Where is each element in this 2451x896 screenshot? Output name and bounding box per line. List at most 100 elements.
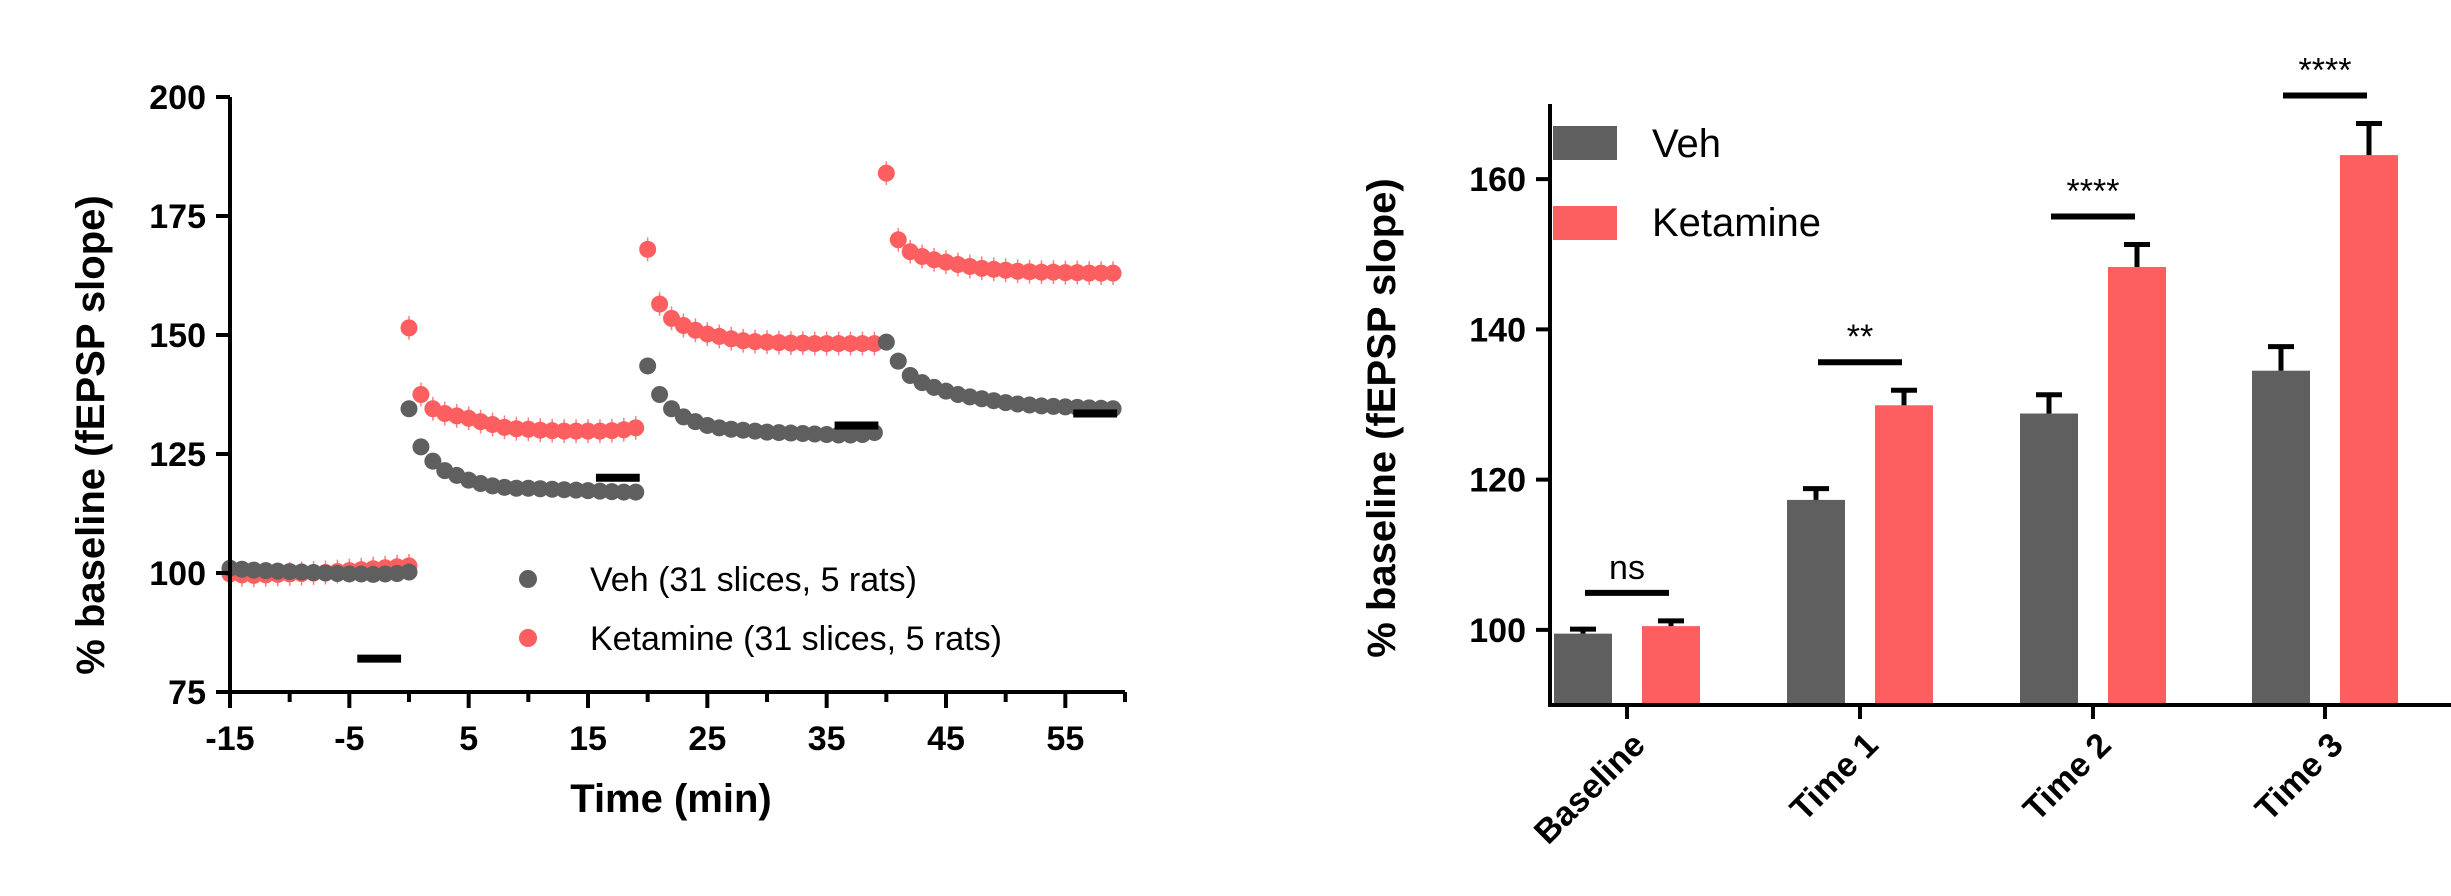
data-point-ketamine — [806, 335, 824, 353]
data-point-veh — [567, 481, 585, 499]
data-point-veh — [364, 565, 382, 583]
data-point-ketamine — [507, 420, 525, 438]
timecourse-x-tick-label: 15 — [569, 720, 607, 758]
bar-chart-legend: Veh Ketamine — [1553, 122, 1821, 245]
data-point-ketamine — [1044, 263, 1062, 281]
data-point-ketamine — [627, 419, 645, 437]
bar-veh — [1554, 633, 1612, 705]
data-point-veh — [293, 563, 311, 581]
data-point-veh — [328, 564, 346, 582]
significance-label: ** — [1847, 318, 1873, 356]
data-point-veh — [340, 565, 358, 583]
data-point-veh — [889, 352, 907, 370]
legend-swatch-veh — [1553, 126, 1617, 160]
data-point-ketamine — [531, 421, 549, 439]
legend-label-veh: Veh (31 slices, 5 rats) — [590, 561, 917, 599]
timecourse-x-tick-label: 45 — [927, 720, 965, 758]
data-point-ketamine — [591, 422, 609, 440]
data-point-ketamine — [746, 333, 764, 351]
data-point-veh — [400, 563, 418, 581]
data-point-veh — [794, 425, 812, 443]
bar-chart-y-tick-label: 100 — [1469, 612, 1526, 650]
timecourse-x-tick-label: 5 — [459, 720, 478, 758]
timecourse-x-tick-label: 35 — [808, 720, 846, 758]
data-point-veh — [627, 483, 645, 501]
legend-label-ketamine-bars: Ketamine — [1652, 201, 1821, 245]
legend-swatch-ketamine — [1553, 206, 1617, 240]
data-point-veh — [639, 357, 657, 375]
data-point-veh — [818, 425, 836, 443]
timecourse-y-tick-label: 75 — [168, 674, 206, 712]
timecourse-y-tick-label: 125 — [149, 436, 206, 474]
bar-chart-x-tick-label: Baseline — [1527, 726, 1653, 852]
data-point-veh — [842, 426, 860, 444]
timecourse-x-ticks: -15 -5 5 15 25 35 45 55 — [205, 692, 1127, 758]
bar-chart-y-axis-title: % baseline (fEPSP slope) — [1360, 178, 1404, 657]
data-point-ketamine — [877, 164, 895, 182]
legend-label-veh-bars: Veh — [1652, 122, 1721, 166]
timecourse-x-tick-label: -15 — [205, 720, 254, 758]
data-point-ketamine — [1021, 263, 1039, 281]
bar-chart-x-tick-label: Time 2 — [2016, 726, 2119, 829]
timecourse-error-bars — [229, 161, 1114, 588]
timecourse-chart: 75 100 125 150 175 200 -15 -5 5 15 25 35 45 55 Time … — [69, 79, 1127, 821]
data-point-veh — [305, 564, 323, 582]
data-point-veh — [352, 565, 370, 583]
bar-chart-bars — [1554, 121, 2398, 705]
data-point-veh — [400, 400, 418, 418]
data-point-veh — [257, 562, 275, 580]
data-point-ketamine — [567, 422, 585, 440]
timecourse-analysis-bars — [357, 409, 1118, 663]
data-point-veh — [376, 565, 394, 583]
bar-chart-y-ticks: 100 120 140 160 — [1469, 161, 1550, 650]
data-point-ketamine — [579, 422, 597, 440]
data-point-ketamine — [543, 422, 561, 440]
data-point-ketamine — [830, 335, 848, 353]
bar-ketamine — [1875, 405, 1933, 705]
data-point-veh — [770, 424, 788, 442]
significance-label: ns — [1609, 549, 1645, 587]
timecourse-x-tick-label: 55 — [1046, 720, 1084, 758]
timecourse-x-tick-label: -5 — [334, 720, 364, 758]
data-point-ketamine — [794, 334, 812, 352]
data-point-ketamine — [818, 335, 836, 353]
data-point-veh — [806, 425, 824, 443]
timecourse-y-ticks: 75 100 125 150 175 200 — [149, 79, 230, 712]
timecourse-y-axis-title: % baseline (fEPSP slope) — [69, 195, 113, 674]
timecourse-y-tick-label: 200 — [149, 79, 206, 117]
bar-veh — [2252, 370, 2310, 705]
data-point-ketamine — [400, 319, 418, 337]
bar-chart-x-tick-label: Time 1 — [1783, 726, 1886, 829]
data-point-ketamine — [842, 335, 860, 353]
data-point-veh — [424, 452, 442, 470]
data-point-veh — [245, 561, 263, 579]
timecourse-y-tick-label: 175 — [149, 198, 206, 236]
legend-marker-ketamine — [519, 629, 537, 647]
data-point-veh — [316, 564, 334, 582]
bar-chart-y-tick-label: 160 — [1469, 161, 1526, 199]
bar-chart-y-tick-label: 140 — [1469, 311, 1526, 349]
data-point-veh — [603, 483, 621, 501]
data-point-veh — [507, 479, 525, 497]
data-point-ketamine — [1009, 262, 1027, 280]
data-point-veh — [543, 480, 561, 498]
data-point-veh — [531, 480, 549, 498]
timecourse-axes — [228, 97, 1125, 694]
data-point-ketamine — [1104, 264, 1122, 282]
data-point-veh — [1044, 397, 1062, 415]
legend-marker-veh — [519, 570, 537, 588]
bar-chart-axes — [1548, 104, 2451, 707]
data-point-veh — [412, 438, 430, 456]
data-point-veh — [663, 400, 681, 418]
data-point-ketamine — [651, 295, 669, 313]
data-point-ketamine — [555, 422, 573, 440]
bar-chart-significance: ns********** — [1585, 52, 2367, 596]
data-point-ketamine — [889, 231, 907, 249]
data-point-ketamine — [412, 386, 430, 403]
data-point-veh — [579, 482, 597, 500]
significance-label: **** — [2299, 52, 2352, 90]
data-point-ketamine — [1056, 264, 1074, 282]
data-point-ketamine — [1068, 264, 1086, 282]
timecourse-x-tick-label: 25 — [688, 720, 726, 758]
